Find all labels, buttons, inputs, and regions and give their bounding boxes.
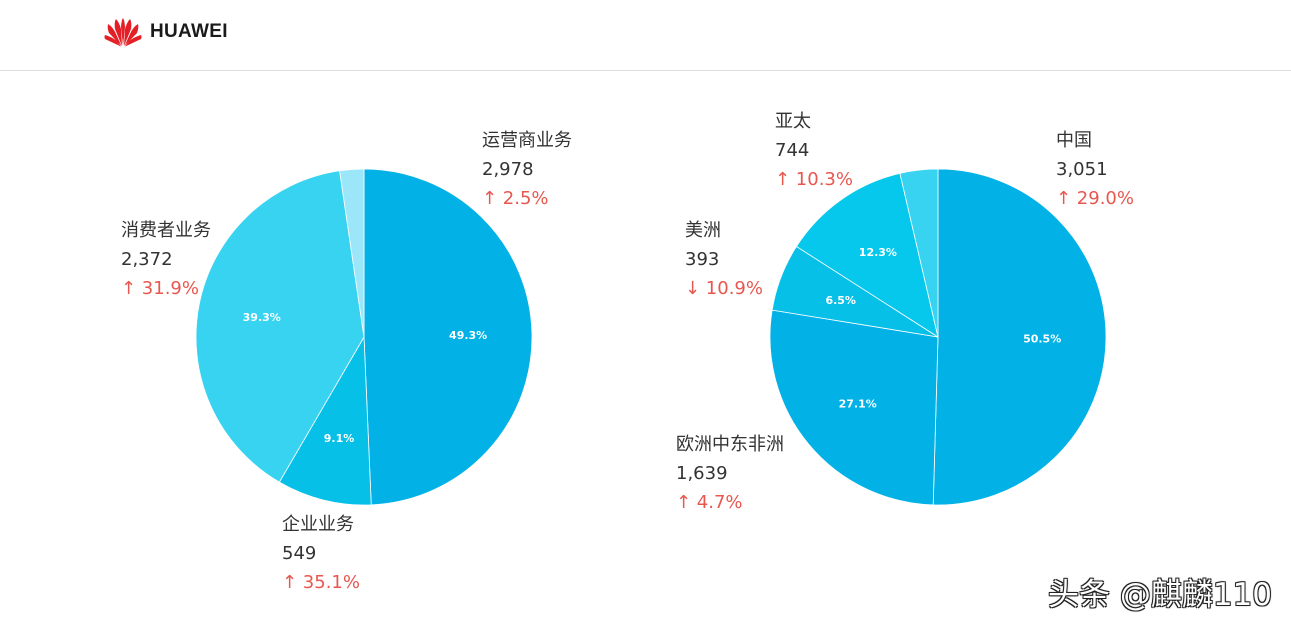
slice-percent-label: 12.3% [859, 246, 897, 259]
charts-area: 49.3% 9.1% 39.3% 50.5% 27.1% 6.5% 12.3% [195, 168, 1107, 506]
slice-percent-label: 6.5% [825, 294, 856, 307]
label-value: 2,978 [482, 159, 534, 180]
pie-slice-1-0 [932, 168, 1107, 506]
label-value: 549 [282, 543, 317, 564]
label-value: 393 [685, 249, 720, 270]
watermark: 头条 @麒麟110 [1048, 577, 1273, 613]
pie-slice-0-1 [278, 335, 372, 506]
label-name: 欧洲中东非洲 [676, 434, 784, 455]
huawei-flower-icon [104, 18, 142, 47]
brand-name: HUAWEI [150, 21, 228, 42]
label-change: ↑ 4.7% [676, 492, 743, 513]
pie-slice-0-3 [339, 168, 365, 338]
label-value: 744 [775, 140, 810, 161]
label-asia-pacific: 亚太 744 ↑ 10.3% [775, 107, 853, 194]
label-change: ↑ 2.5% [482, 188, 549, 209]
label-change: ↓ 10.9% [685, 278, 763, 299]
slice-percent-label: 49.3% [449, 329, 487, 342]
label-name: 运营商业务 [482, 130, 572, 151]
slice-percent-label: 39.3% [243, 311, 281, 324]
slice-percent-label: 27.1% [839, 397, 877, 410]
slice-percent-label: 9.1% [324, 432, 355, 445]
label-name: 美洲 [685, 220, 721, 241]
pie-slice-0-0 [363, 168, 533, 506]
label-china: 中国 3,051 ↑ 29.0% [1056, 126, 1134, 213]
pie-slice-1-4 [899, 168, 939, 338]
pie-slice-1-3 [795, 172, 939, 338]
label-change: ↑ 29.0% [1056, 188, 1134, 209]
label-consumer-business: 消费者业务 2,372 ↑ 31.9% [121, 216, 211, 303]
huawei-logo[interactable]: HUAWEI [104, 17, 228, 47]
label-value: 3,051 [1056, 159, 1108, 180]
label-value: 1,639 [676, 463, 728, 484]
label-name: 亚太 [775, 111, 811, 132]
label-change: ↑ 35.1% [282, 572, 360, 593]
label-emea: 欧洲中东非洲 1,639 ↑ 4.7% [676, 430, 784, 517]
label-americas: 美洲 393 ↓ 10.9% [685, 216, 763, 303]
label-carrier-business: 运营商业务 2,978 ↑ 2.5% [482, 126, 572, 213]
label-name: 消费者业务 [121, 220, 211, 241]
label-change: ↑ 31.9% [121, 278, 199, 299]
label-enterprise-business: 企业业务 549 ↑ 35.1% [282, 510, 360, 597]
slice-percent-label: 50.5% [1023, 332, 1061, 345]
pie-business-segments: 49.3% 9.1% 39.3% [195, 168, 533, 506]
label-name: 中国 [1056, 130, 1092, 151]
pie-regions: 50.5% 27.1% 6.5% 12.3% [769, 168, 1107, 506]
pie-slice-0-2 [195, 170, 365, 483]
label-name: 企业业务 [282, 514, 354, 535]
label-change: ↑ 10.3% [775, 169, 853, 190]
pie-slice-1-1 [769, 309, 939, 506]
page-header: HUAWEI [0, 0, 1291, 71]
label-value: 2,372 [121, 249, 173, 270]
